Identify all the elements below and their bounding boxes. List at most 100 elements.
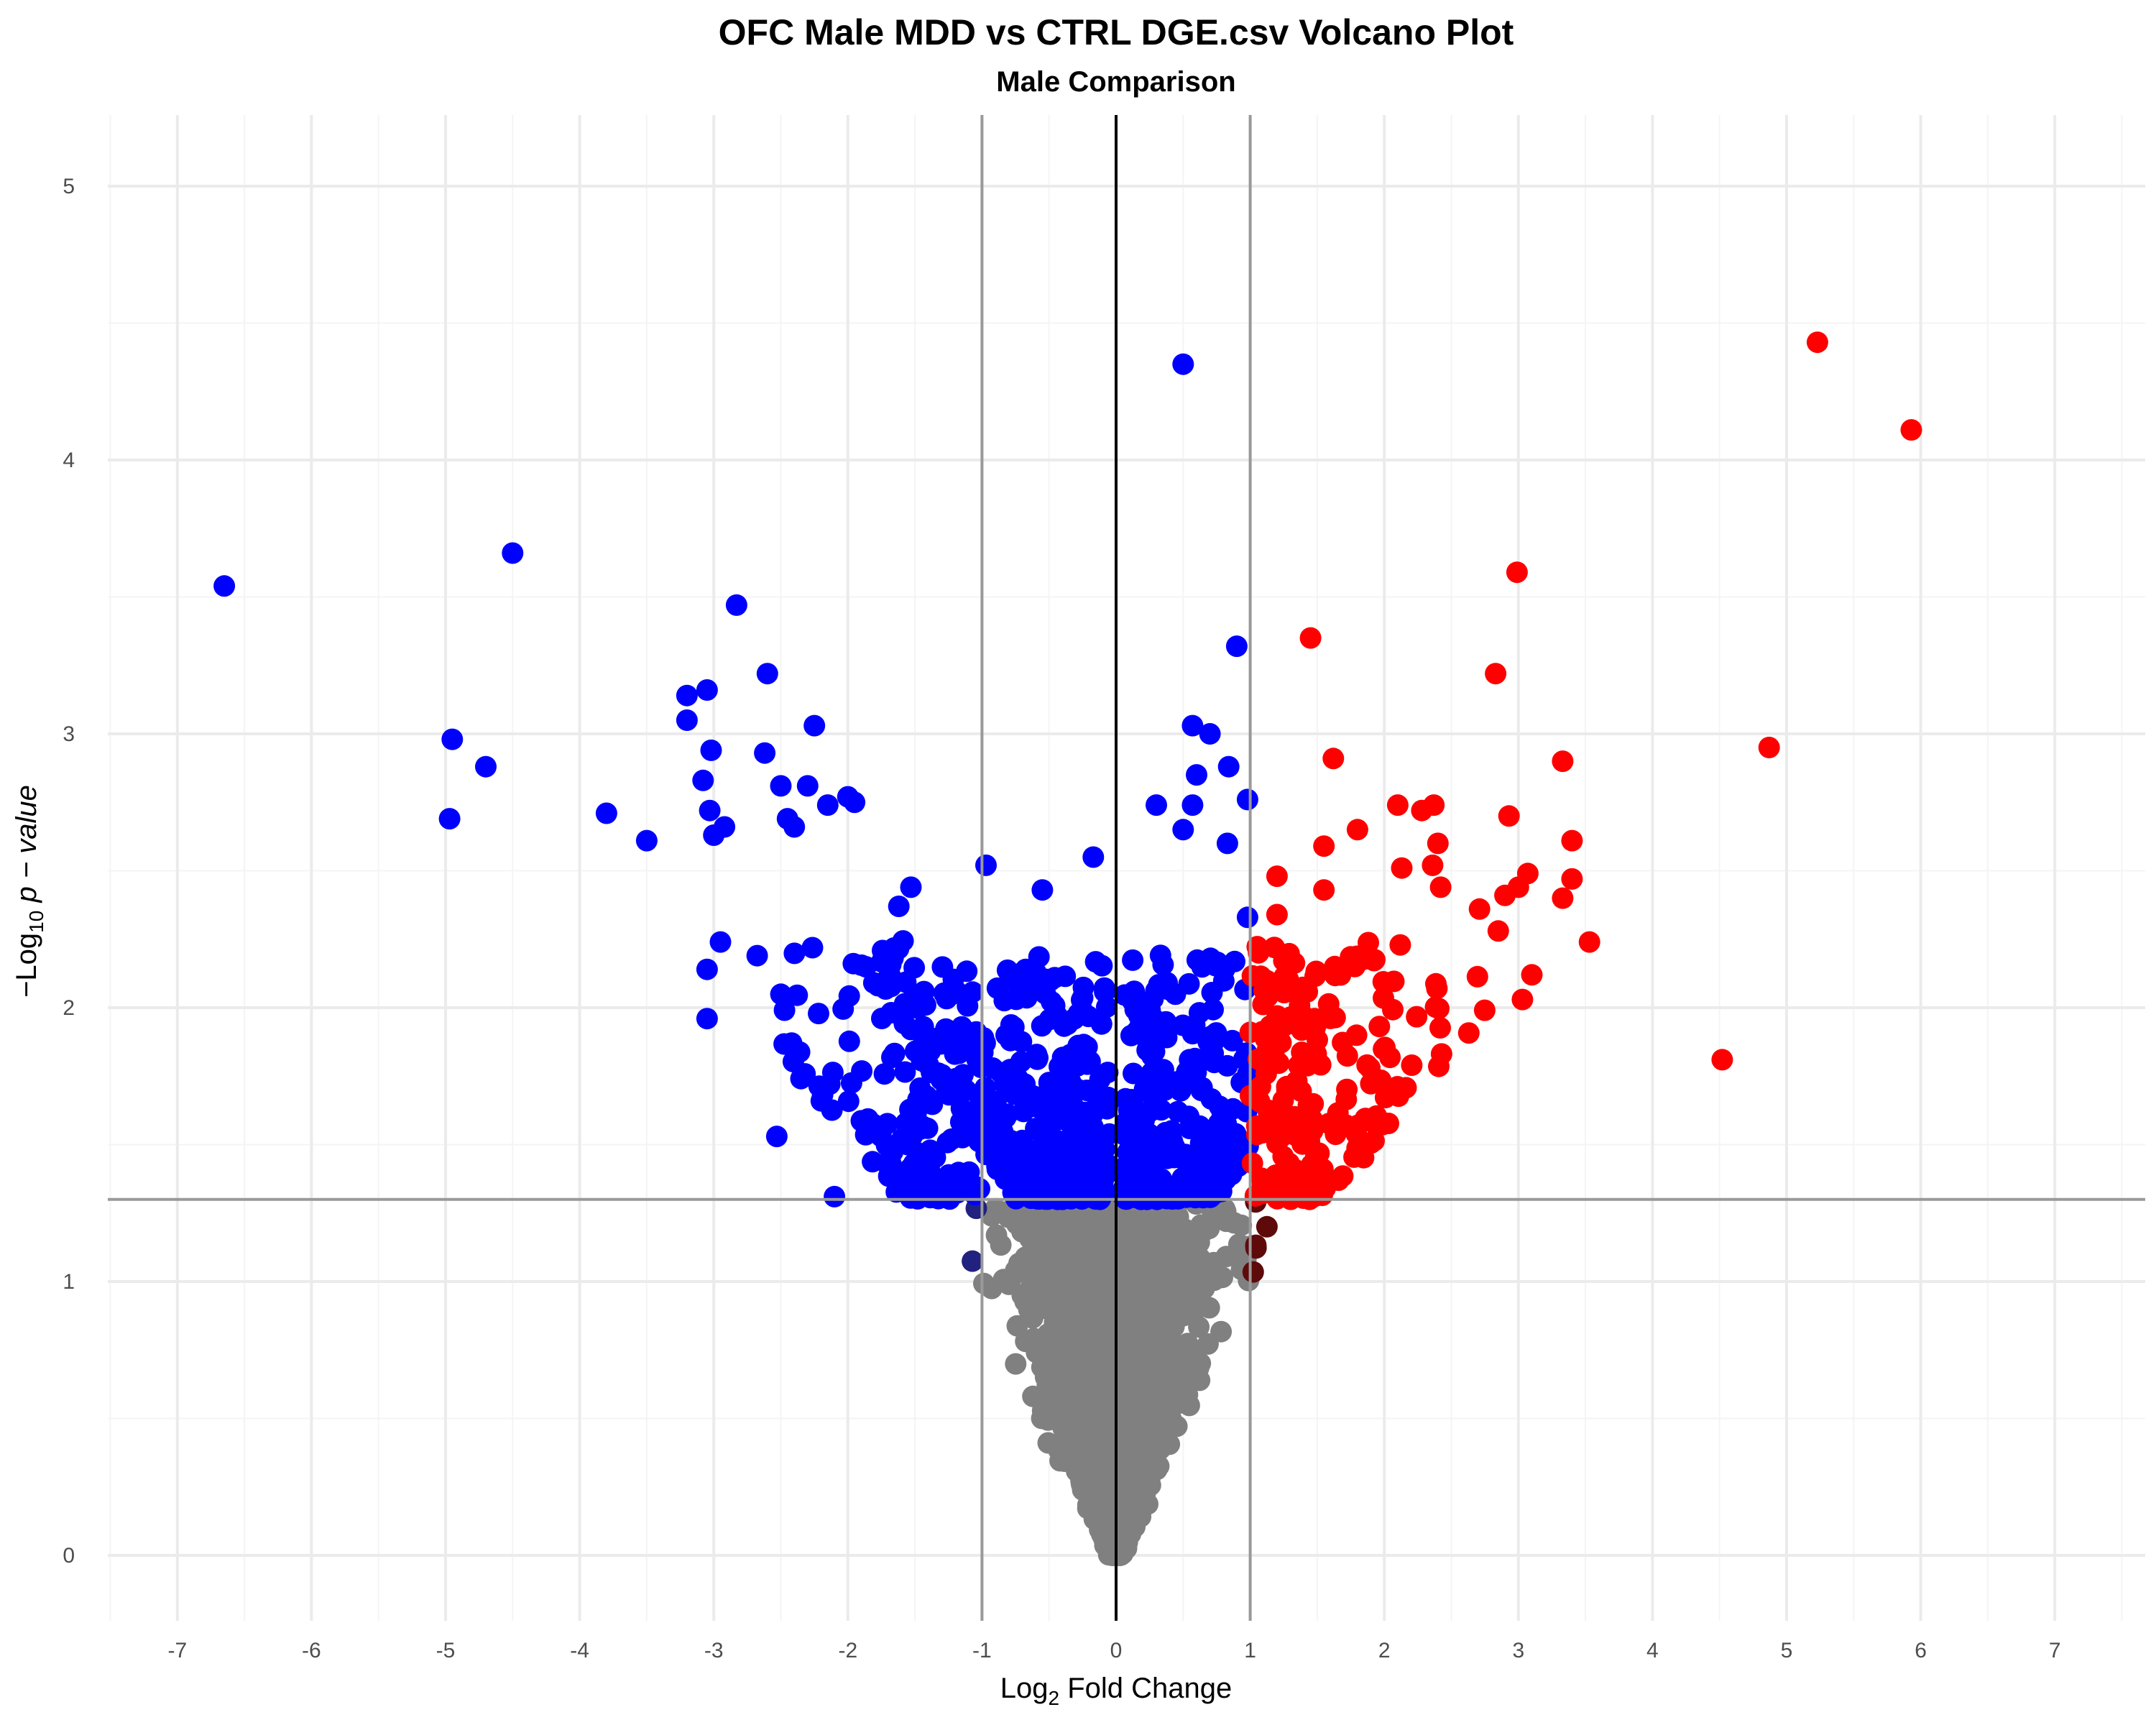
gene-point xyxy=(1485,663,1507,685)
gene-point xyxy=(1148,1440,1170,1462)
gene-point xyxy=(1134,1471,1156,1493)
gene-point xyxy=(888,896,910,917)
gene-point xyxy=(1003,1175,1026,1197)
gene-point xyxy=(1806,331,1828,354)
gene-point xyxy=(1146,794,1167,816)
gene-point xyxy=(1428,998,1450,1020)
x-tick-label: 6 xyxy=(1915,1639,1927,1662)
gene-point xyxy=(1133,1394,1156,1416)
gene-point xyxy=(1245,1237,1267,1259)
gene-point xyxy=(1149,1025,1171,1047)
x-tick-label: -2 xyxy=(838,1639,857,1662)
gene-point xyxy=(714,816,736,838)
gene-point xyxy=(1044,1206,1067,1228)
gene-point xyxy=(1304,1185,1326,1208)
gene-point xyxy=(1108,1378,1130,1399)
gene-point xyxy=(1429,876,1452,898)
gene-point xyxy=(832,998,854,1020)
gene-point xyxy=(1186,764,1207,786)
gene-point xyxy=(1199,723,1221,745)
gene-point xyxy=(1346,819,1368,841)
gene-point xyxy=(969,1090,992,1112)
gene-point xyxy=(1246,1121,1268,1143)
gene-point xyxy=(1058,1314,1080,1336)
gene-point xyxy=(816,794,839,816)
gene-point xyxy=(213,575,236,597)
gene-point xyxy=(1426,978,1448,1000)
gene-point xyxy=(1521,964,1543,986)
chart-subtitle: Male Comparison xyxy=(996,66,1235,98)
gene-point xyxy=(1082,846,1105,868)
gene-point xyxy=(1024,1169,1046,1192)
gene-point xyxy=(1216,832,1238,855)
gene-point xyxy=(1056,1013,1079,1036)
gene-point xyxy=(1256,985,1279,1008)
gene-point xyxy=(1494,884,1516,906)
gene-point xyxy=(1221,1029,1243,1052)
gene-point xyxy=(942,968,964,990)
gene-point xyxy=(821,1062,844,1084)
gene-point xyxy=(709,931,732,953)
gene-point xyxy=(898,1158,921,1180)
gene-point xyxy=(1039,1126,1061,1148)
gene-point xyxy=(1072,1478,1094,1501)
gene-point xyxy=(1045,1245,1067,1266)
x-tick-label: 7 xyxy=(2049,1639,2061,1662)
gene-point xyxy=(801,937,824,959)
gene-point xyxy=(1389,934,1411,956)
gene-point xyxy=(871,1008,893,1029)
gene-point xyxy=(985,1197,1006,1220)
gene-point xyxy=(840,1072,862,1094)
gene-point xyxy=(1266,865,1288,888)
gene-point xyxy=(1371,1113,1393,1136)
x-axis-title-sub: 2 xyxy=(1049,1687,1060,1709)
gene-point xyxy=(912,1179,934,1202)
gene-point xyxy=(786,984,808,1006)
gene-point xyxy=(808,1075,830,1098)
gene-point xyxy=(699,799,721,822)
gene-point xyxy=(1199,1213,1221,1236)
x-tick-label: -7 xyxy=(167,1639,187,1662)
gene-point xyxy=(1278,1152,1300,1174)
gene-point xyxy=(765,1126,788,1148)
gene-point xyxy=(1225,635,1248,658)
gene-point xyxy=(1031,1142,1054,1164)
gene-point xyxy=(1008,1252,1030,1274)
gene-point xyxy=(1202,998,1224,1021)
gene-point xyxy=(891,998,913,1020)
gene-point xyxy=(1158,1327,1180,1349)
gene-point xyxy=(1189,1148,1211,1170)
gene-point xyxy=(1511,988,1534,1011)
gene-point xyxy=(1210,1170,1232,1192)
gene-point xyxy=(783,942,806,965)
gene-point xyxy=(725,594,747,616)
gene-point xyxy=(1202,1031,1225,1054)
gene-point xyxy=(1302,1120,1324,1142)
gene-point xyxy=(1136,1039,1158,1062)
gene-point xyxy=(1291,1041,1313,1064)
x-tick-label: 3 xyxy=(1512,1639,1524,1662)
gene-point xyxy=(1212,1266,1233,1289)
x-tick-label: -3 xyxy=(704,1639,724,1662)
x-tick-label: 2 xyxy=(1378,1639,1391,1662)
gene-point xyxy=(962,1031,985,1052)
gene-point xyxy=(996,959,1018,981)
gene-point xyxy=(1176,1333,1199,1355)
x-tick-label: -1 xyxy=(972,1639,992,1662)
gene-point xyxy=(1161,1409,1182,1431)
gene-point xyxy=(894,1061,916,1083)
gene-point xyxy=(867,1117,890,1139)
gene-point xyxy=(1156,972,1178,994)
gene-point xyxy=(1345,1123,1368,1145)
gene-point xyxy=(900,876,922,898)
gene-point xyxy=(1076,1383,1098,1405)
gene-point xyxy=(1299,627,1322,649)
gene-point xyxy=(1138,1100,1161,1123)
y-tick-label: 3 xyxy=(63,722,75,746)
gene-point xyxy=(1109,1542,1131,1565)
gene-point xyxy=(676,684,698,707)
gene-point xyxy=(1005,1353,1027,1375)
gene-point xyxy=(1422,854,1444,876)
gene-point xyxy=(1343,1146,1365,1168)
